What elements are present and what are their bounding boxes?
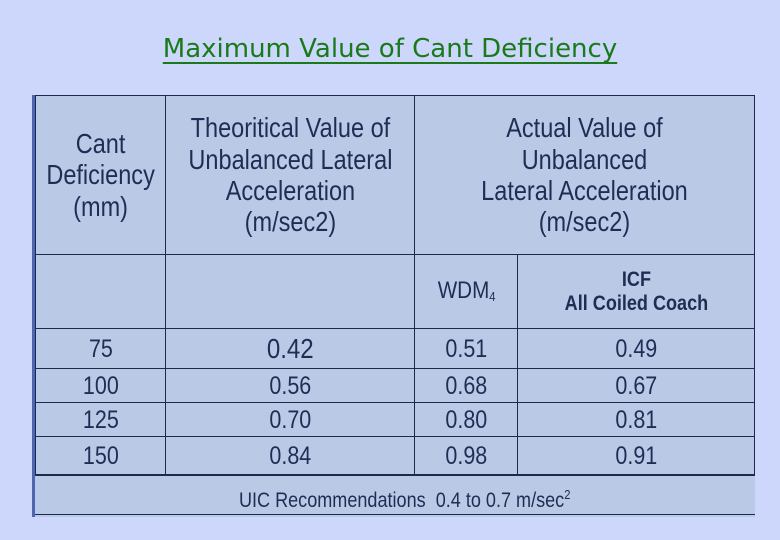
header-theoretical-value: Theoritical Value of Unbalanced Lateral Ac… — [165, 95, 416, 255]
cell-icf: 0.81 — [517, 402, 755, 437]
cell-theoretical: 0.42 — [165, 328, 416, 369]
cell-icf: 0.91 — [517, 436, 755, 475]
cell-theoretical: 0.84 — [165, 436, 416, 475]
cell-wdm4: 0.68 — [414, 368, 519, 403]
footer-range: 0.4 to 0.7 m/sec — [435, 489, 565, 512]
subheader-wdm4: WDM4 — [414, 254, 519, 329]
uic-recommendations-footer: UIC Recommendations 0.4 to 0.7 m/sec2 — [35, 475, 755, 515]
table-row: 75 0.42 0.51 0.49 — [34, 328, 755, 369]
table-row: 100 0.56 0.68 0.67 — [34, 368, 755, 403]
cell-wdm4: 0.98 — [414, 436, 519, 475]
cell-wdm4: 0.80 — [414, 402, 519, 437]
table-row: 150 0.84 0.98 0.91 — [34, 436, 755, 475]
subheader-empty-1 — [34, 254, 167, 329]
table-row: 125 0.70 0.80 0.81 — [34, 402, 755, 437]
cant-deficiency-table: Cant Deficiency (mm) Theoritical Value of U… — [34, 95, 755, 475]
page-title: Maximum Value of Cant Deficiency — [162, 34, 618, 64]
cell-theoretical: 0.70 — [165, 402, 416, 437]
cell-wdm4: 0.51 — [414, 328, 519, 369]
subheader-empty-2 — [165, 254, 416, 329]
header-cant-deficiency: Cant Deficiency (mm) — [34, 95, 167, 255]
footer-label: UIC Recommendations — [239, 489, 426, 512]
cell-icf: 0.67 — [517, 368, 755, 403]
header-actual-value: Actual Value of Unbalanced Lateral Accele… — [414, 95, 755, 255]
cell-cant: 100 — [34, 368, 167, 403]
subheader-icf: ICF All Coiled Coach — [517, 254, 755, 329]
cell-theoretical: 0.56 — [165, 368, 416, 403]
footer-exponent: 2 — [564, 487, 571, 502]
cell-cant: 150 — [34, 436, 167, 475]
cell-cant: 75 — [34, 328, 167, 369]
cell-cant: 125 — [34, 402, 167, 437]
table-panel: Cant Deficiency (mm) Theoritical Value of U… — [32, 95, 755, 517]
cell-icf: 0.49 — [517, 328, 755, 369]
